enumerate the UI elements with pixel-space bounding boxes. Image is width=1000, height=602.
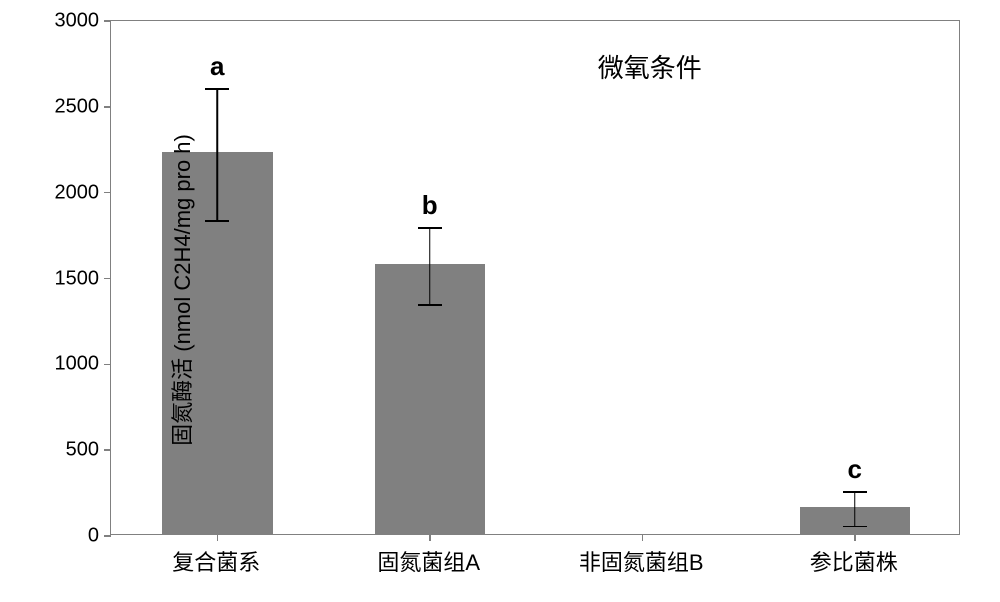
- y-tick-label: 1000: [55, 353, 100, 376]
- chart-title: 微氧条件: [598, 48, 702, 85]
- y-tick-mark: [104, 192, 111, 194]
- y-tick-label: 1500: [55, 267, 100, 290]
- x-tick-label: 参比菌株: [810, 545, 898, 577]
- y-tick-label: 2500: [55, 95, 100, 118]
- x-tick-label: 复合菌系: [172, 545, 260, 577]
- error-bar-cap: [418, 304, 442, 306]
- significance-letter: c: [848, 454, 862, 485]
- error-bar-cap: [418, 227, 442, 229]
- error-bar: [217, 89, 219, 221]
- error-bar: [429, 228, 431, 305]
- error-bar-cap: [205, 88, 229, 90]
- y-tick-mark: [104, 535, 111, 537]
- x-tick-mark: [429, 534, 431, 541]
- x-tick-mark: [854, 534, 856, 541]
- x-tick-mark: [217, 534, 219, 541]
- x-tick-label: 固氮菌组A: [377, 545, 480, 577]
- error-bar-cap: [843, 491, 867, 493]
- y-tick-mark: [104, 364, 111, 366]
- y-tick-label: 2000: [55, 181, 100, 204]
- x-tick-label: 非固氮菌组B: [579, 545, 704, 577]
- error-bar-cap: [843, 526, 867, 528]
- x-tick-mark: [642, 534, 644, 541]
- y-tick-label: 0: [88, 525, 99, 548]
- significance-letter: a: [210, 51, 224, 82]
- chart-container: 050010001500200025003000abc 固氮酶活 (nmol C…: [110, 20, 960, 560]
- significance-letter: b: [422, 190, 438, 221]
- y-tick-label: 3000: [55, 10, 100, 33]
- y-tick-mark: [104, 106, 111, 108]
- y-tick-label: 500: [66, 439, 99, 462]
- plot-area: 050010001500200025003000abc: [110, 20, 960, 535]
- y-tick-mark: [104, 20, 111, 22]
- y-tick-mark: [104, 449, 111, 451]
- error-bar: [854, 492, 856, 526]
- y-axis-label: 固氮酶活 (nmol C2H4/mg pro h): [165, 134, 197, 446]
- y-tick-mark: [104, 278, 111, 280]
- error-bar-cap: [205, 220, 229, 222]
